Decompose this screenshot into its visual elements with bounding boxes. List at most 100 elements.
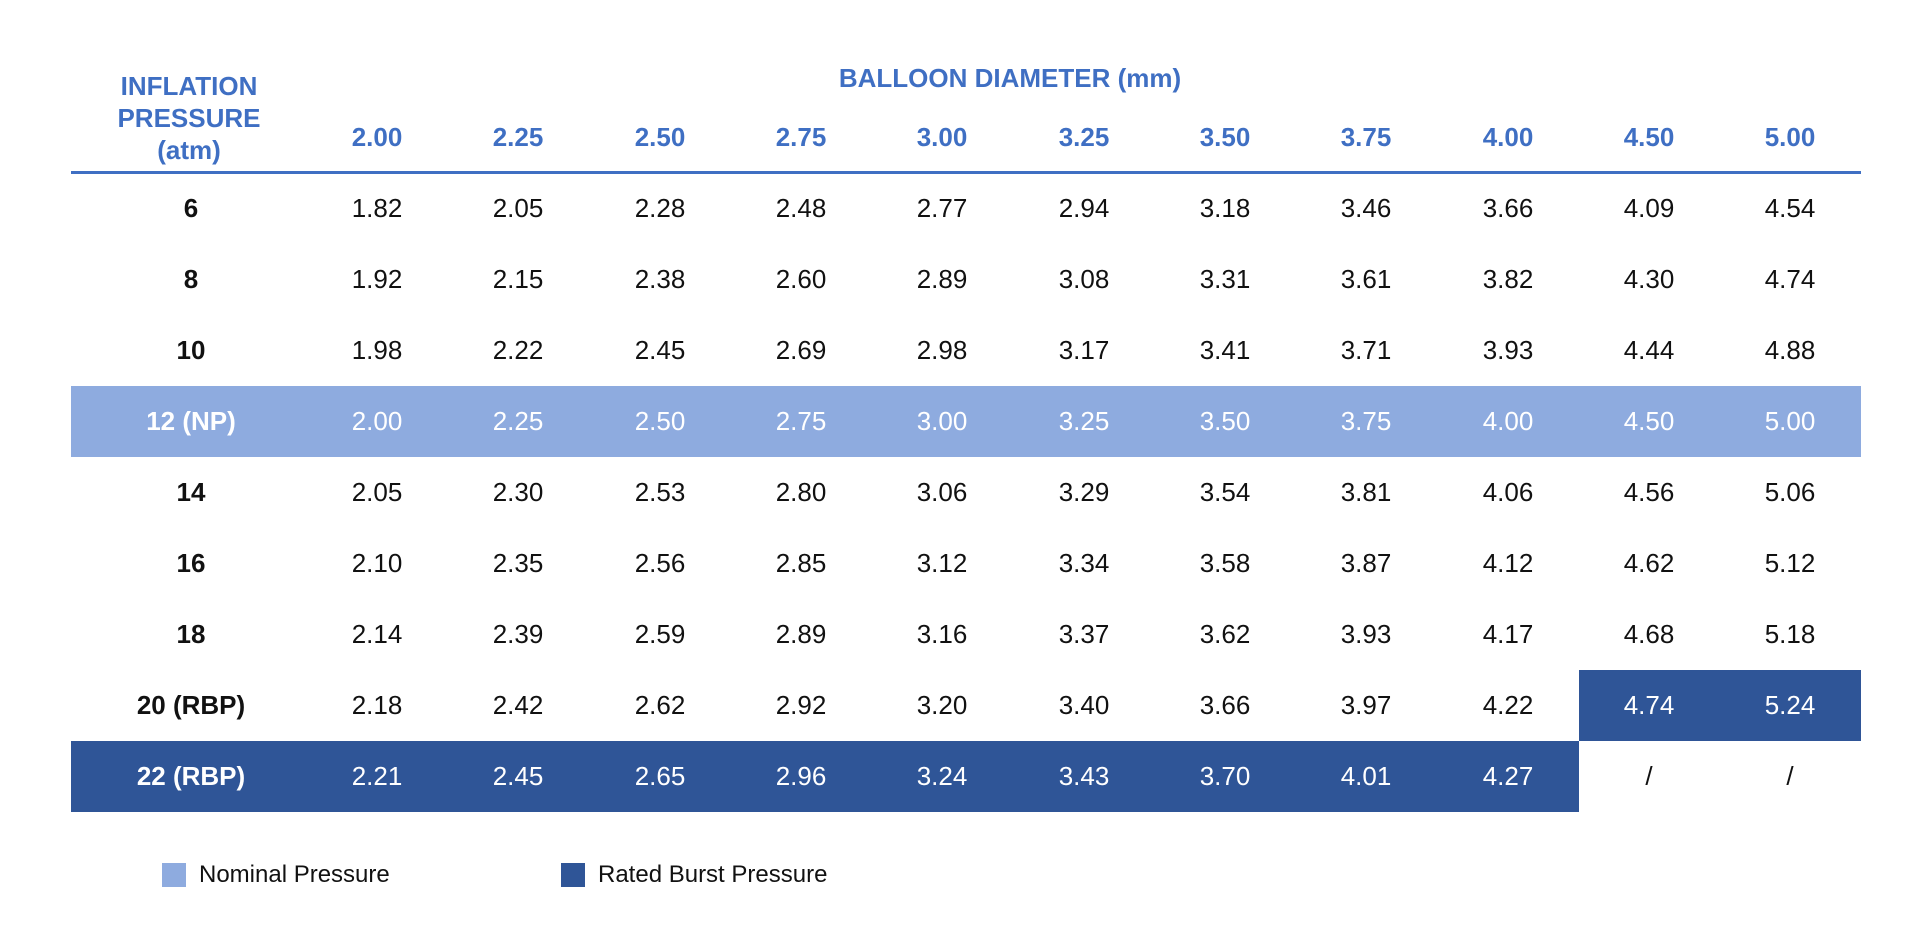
value-cell: 2.39 [492, 619, 544, 649]
value-cell: 3.54 [1199, 477, 1251, 507]
value-cell: 3.17 [1058, 335, 1110, 365]
nominal-pressure-swatch [162, 863, 186, 887]
value-cell: 2.28 [634, 193, 686, 223]
value-cell: 5.24 [1764, 690, 1816, 720]
pressure-column-header: INFLATION PRESSURE (atm) [117, 71, 261, 165]
value-cell: 1.98 [351, 335, 403, 365]
value-cell: 2.96 [775, 761, 827, 791]
value-cell: 3.71 [1340, 335, 1392, 365]
value-cell: 1.82 [351, 193, 403, 223]
value-cell: 2.35 [492, 548, 544, 578]
value-cell: 4.12 [1482, 548, 1534, 578]
value-cell: 3.24 [916, 761, 968, 791]
value-cell: 2.25 [492, 406, 544, 436]
pressure-cell: 16 [176, 548, 206, 578]
value-cell: 3.40 [1058, 690, 1110, 720]
table-row: 6 1.82 2.05 2.28 2.48 2.77 2.94 3.18 3.4… [71, 173, 1861, 244]
value-cell: 3.08 [1058, 264, 1110, 294]
value-cell: 3.06 [916, 477, 968, 507]
diameter-group-header: BALLOON DIAMETER (mm) [838, 63, 1182, 93]
value-cell: 2.53 [634, 477, 686, 507]
value-cell: 3.87 [1340, 548, 1392, 578]
diameter-header: 2.75 [775, 122, 827, 152]
pressure-cell: 6 [183, 193, 199, 223]
diameter-header: 4.00 [1482, 122, 1534, 152]
value-cell: 3.61 [1340, 264, 1392, 294]
value-cell: 3.41 [1199, 335, 1251, 365]
value-cell: 4.01 [1340, 761, 1392, 791]
diameter-header: 4.50 [1623, 122, 1675, 152]
rated-burst-highlight-band [71, 741, 1579, 812]
value-cell: 4.27 [1482, 761, 1534, 791]
value-cell: 2.45 [634, 335, 686, 365]
value-cell: 2.48 [775, 193, 827, 223]
value-cell: 3.25 [1058, 406, 1110, 436]
diameter-header: 2.25 [492, 122, 544, 152]
value-cell: 4.54 [1764, 193, 1816, 223]
value-cell: 3.37 [1058, 619, 1110, 649]
value-cell: 2.38 [634, 264, 686, 294]
value-cell: 2.56 [634, 548, 686, 578]
value-cell: 3.18 [1199, 193, 1251, 223]
nominal-pressure-legend-label: Nominal Pressure [199, 861, 390, 888]
table-row: 20 (RBP) 2.18 2.42 2.62 2.92 3.20 3.40 3… [71, 670, 1861, 741]
value-cell: 5.00 [1764, 406, 1816, 436]
value-cell: / [1786, 761, 1794, 791]
value-cell: 2.94 [1058, 193, 1110, 223]
value-cell: 2.62 [634, 690, 686, 720]
diameter-header: 2.00 [351, 122, 403, 152]
value-cell: 2.05 [351, 477, 403, 507]
rated-burst-pressure-legend-label: Rated Burst Pressure [598, 861, 828, 888]
value-cell: 3.29 [1058, 477, 1110, 507]
value-cell: 3.70 [1199, 761, 1251, 791]
pressure-cell: 14 [176, 477, 206, 507]
value-cell: 2.69 [775, 335, 827, 365]
table-row: 18 2.14 2.39 2.59 2.89 3.16 3.37 3.62 3.… [71, 599, 1861, 670]
diameter-header: 3.50 [1199, 122, 1251, 152]
diameter-header: 5.00 [1764, 122, 1816, 152]
rated-burst-pressure-swatch [561, 863, 585, 887]
value-cell: 5.18 [1764, 619, 1816, 649]
pressure-cell: 8 [183, 264, 199, 294]
value-cell: 4.00 [1482, 406, 1534, 436]
value-cell: 2.10 [351, 548, 403, 578]
value-cell: 3.46 [1340, 193, 1392, 223]
value-cell: 2.92 [775, 690, 827, 720]
value-cell: 4.74 [1764, 264, 1816, 294]
value-cell: 3.50 [1199, 406, 1251, 436]
value-cell: 2.05 [492, 193, 544, 223]
value-cell: 4.06 [1482, 477, 1534, 507]
table-row-rated-burst: 22 (RBP) 2.21 2.45 2.65 2.96 3.24 3.43 3… [71, 741, 1861, 812]
value-cell: 3.43 [1058, 761, 1110, 791]
value-cell: 2.77 [916, 193, 968, 223]
value-cell: 4.22 [1482, 690, 1534, 720]
value-cell: 1.92 [351, 264, 403, 294]
value-cell: 4.88 [1764, 335, 1816, 365]
value-cell: 2.65 [634, 761, 686, 791]
value-cell: 3.20 [916, 690, 968, 720]
table-row: 10 1.98 2.22 2.45 2.69 2.98 3.17 3.41 3.… [71, 315, 1861, 386]
value-cell: 2.21 [351, 761, 403, 791]
value-cell: 4.74 [1623, 690, 1675, 720]
value-cell: 4.17 [1482, 619, 1534, 649]
value-cell: 3.82 [1482, 264, 1534, 294]
value-cell: 2.45 [492, 761, 544, 791]
value-cell: 2.15 [492, 264, 544, 294]
value-cell: 4.44 [1623, 335, 1675, 365]
diameter-header: 3.00 [916, 122, 968, 152]
value-cell: 5.06 [1764, 477, 1816, 507]
value-cell: 2.14 [351, 619, 403, 649]
pressure-cell: 22 (RBP) [136, 761, 246, 791]
value-cell: 2.89 [775, 619, 827, 649]
value-cell: 3.62 [1199, 619, 1251, 649]
pressure-cell: 12 (NP) [146, 406, 236, 436]
value-cell: 5.12 [1764, 548, 1816, 578]
value-cell: 3.58 [1199, 548, 1251, 578]
value-cell: 2.89 [916, 264, 968, 294]
table-row-nominal: 12 (NP) 2.00 2.25 2.50 2.75 3.00 3.25 3.… [71, 386, 1861, 457]
value-cell: 4.50 [1623, 406, 1675, 436]
value-cell: 4.30 [1623, 264, 1675, 294]
value-cell: 2.80 [775, 477, 827, 507]
value-cell: 3.12 [916, 548, 968, 578]
